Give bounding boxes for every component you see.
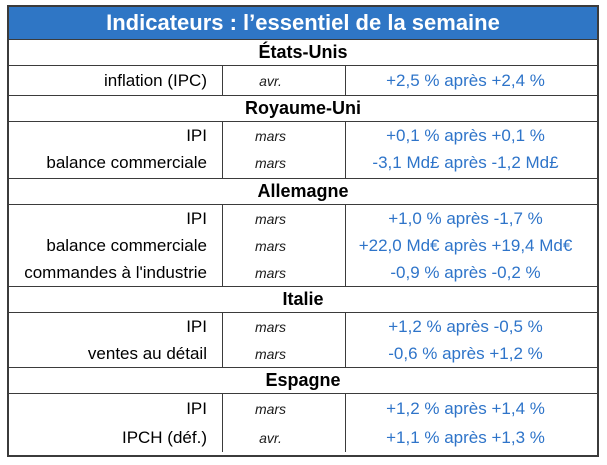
table-row: IPCH (déf.) avr. +1,1 % après +1,3 % (9, 423, 597, 452)
indicator-value: +1,0 % après -1,7 % (388, 208, 543, 228)
indicator-value: -3,1 Md£ après -1,2 Md£ (372, 152, 559, 172)
indicator-value: +22,0 Md€ après +19,4 Md€ (358, 235, 573, 255)
period-label: mars (254, 237, 287, 254)
section-header-etats-unis: États-Unis (9, 40, 597, 66)
section-header-espagne: Espagne (9, 368, 597, 394)
indicator-label: IPI (186, 208, 207, 228)
indicator-value: +1,2 % après -0,5 % (388, 316, 543, 336)
table-title: Indicateurs : l’essentiel de la semaine (9, 7, 597, 40)
period-label: mars (254, 318, 287, 335)
table-row: IPI mars +0,1 % après +0,1 % (9, 122, 597, 149)
table-row: IPI mars +1,2 % après +1,4 % (9, 394, 597, 423)
indicator-label: inflation (IPC) (104, 71, 207, 90)
table-row: balance commerciale mars +22,0 Md€ après… (9, 232, 597, 259)
indicator-label: ventes au détail (87, 343, 207, 363)
section-body-royaume-uni: IPI mars +0,1 % après +0,1 % balance com… (9, 122, 597, 179)
indicator-label: balance commerciale (46, 152, 207, 172)
indicator-label: IPI (186, 398, 207, 418)
indicator-value: +1,2 % après +1,4 % (386, 398, 545, 418)
period-label: mars (254, 345, 287, 362)
section-body-espagne: IPI mars +1,2 % après +1,4 % IPCH (déf.)… (9, 394, 597, 452)
section-body-italie: IPI mars +1,2 % après -0,5 % ventes au d… (9, 313, 597, 368)
period-label: avr. (259, 73, 282, 89)
indicators-table: Indicateurs : l’essentiel de la semaine … (7, 5, 599, 457)
indicator-label: balance commerciale (46, 235, 207, 255)
section-header-allemagne: Allemagne (9, 179, 597, 205)
section-header-royaume-uni: Royaume-Uni (9, 96, 597, 122)
period-label: mars (254, 400, 287, 417)
indicator-value: -0,6 % après +1,2 % (388, 343, 543, 363)
period-label: mars (254, 210, 287, 227)
indicator-label: commandes à l'industrie (24, 262, 207, 282)
period-label: mars (254, 154, 287, 171)
indicator-value: +0,1 % après +0,1 % (386, 125, 545, 145)
indicator-value: -0,9 % après -0,2 % (390, 262, 541, 282)
indicator-label: IPI (186, 125, 207, 145)
table-row: IPI mars +1,2 % après -0,5 % (9, 313, 597, 340)
section-body-etats-unis: inflation (IPC) avr. +2,5 % après +2,4 % (9, 66, 597, 96)
indicator-label: IPCH (déf.) (121, 427, 207, 447)
indicator-value: +2,5 % après +2,4 % (386, 71, 545, 90)
period-label: mars (254, 264, 287, 281)
indicator-label: IPI (186, 316, 207, 336)
table-row: balance commerciale mars -3,1 Md£ après … (9, 149, 597, 176)
table-row: inflation (IPC) avr. +2,5 % après +2,4 % (9, 66, 597, 96)
period-label: mars (254, 127, 287, 144)
period-label: avr. (259, 429, 282, 446)
section-body-allemagne: IPI mars +1,0 % après -1,7 % balance com… (9, 205, 597, 287)
indicator-value: +1,1 % après +1,3 % (386, 427, 545, 447)
table-row: IPI mars +1,0 % après -1,7 % (9, 205, 597, 232)
table-row: ventes au détail mars -0,6 % après +1,2 … (9, 340, 597, 367)
section-header-italie: Italie (9, 287, 597, 313)
table-row: commandes à l'industrie mars -0,9 % aprè… (9, 259, 597, 286)
